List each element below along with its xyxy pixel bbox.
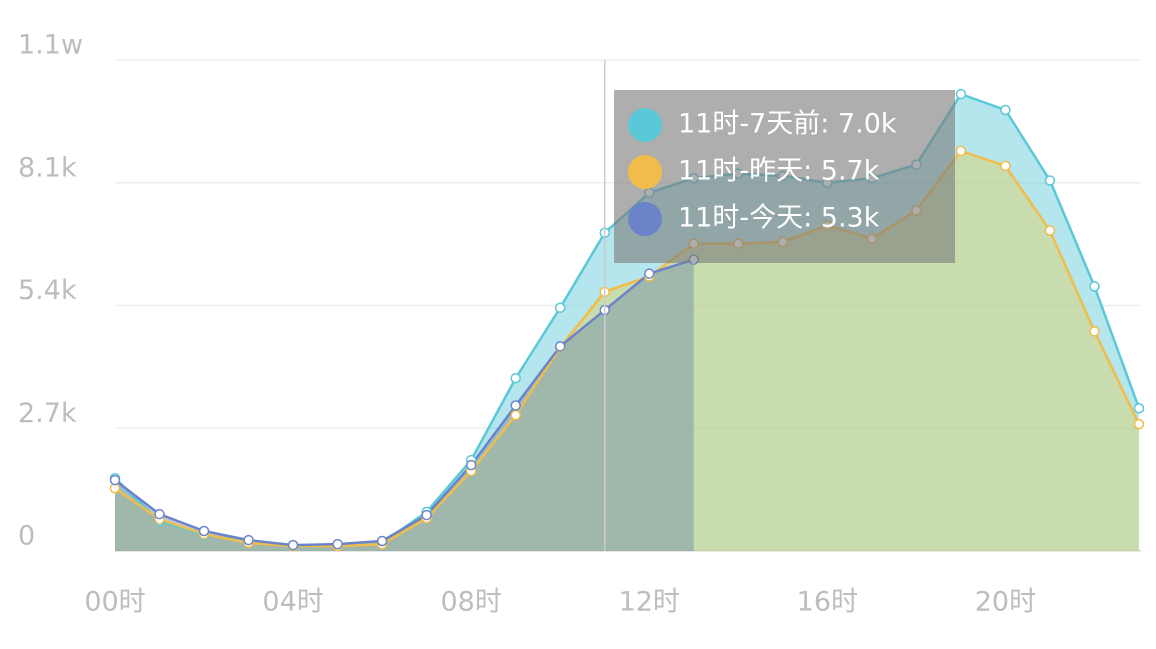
x-tick-label: 16时 [797,587,858,618]
y-tick-label: 0 [18,521,35,552]
tooltip-box [614,90,955,263]
point [1000,104,1011,116]
point [198,525,210,537]
y-tick-label: 2.7k [18,398,77,429]
x-tick-label: 08时 [440,587,501,618]
point [332,538,343,550]
point [287,539,299,551]
tooltip: 11时-7天前: 7.0k 11时-昨天: 5.7k 11时-今天: 5.3k [614,90,955,263]
tooltip-text: 11时-昨天: 5.7k [678,156,880,187]
tooltip-text: 11时-今天: 5.3k [678,203,880,234]
point [955,145,967,157]
point [554,302,566,314]
point [955,88,967,100]
x-tick-label: 04时 [262,587,323,618]
point [1089,326,1100,337]
point [1000,160,1011,172]
tooltip-text: 11时-7天前: 7.0k [678,109,897,140]
y-tick-label: 1.1w [18,30,83,61]
y-tick-label: 5.4k [18,275,77,306]
tooltip-swatch [628,155,662,189]
point [1044,225,1056,236]
point [554,341,566,352]
point [510,409,521,421]
point [376,535,388,547]
x-tick-label: 12时 [619,587,680,618]
x-tick-label: 20时 [975,587,1036,618]
point [465,459,477,471]
point [421,509,432,521]
x-tick-label: 00时 [84,587,145,618]
point [1044,175,1056,186]
point [1133,402,1145,414]
point [154,508,165,520]
point [1133,418,1145,430]
y-tick-label: 8.1k [18,152,77,183]
point [510,372,521,384]
line [114,258,695,547]
tooltip-swatch [628,108,662,142]
point [243,534,254,546]
point [644,268,655,279]
point [1089,281,1100,292]
tooltip-swatch [628,202,662,236]
point [510,400,521,411]
area [115,259,694,551]
point [109,474,121,486]
